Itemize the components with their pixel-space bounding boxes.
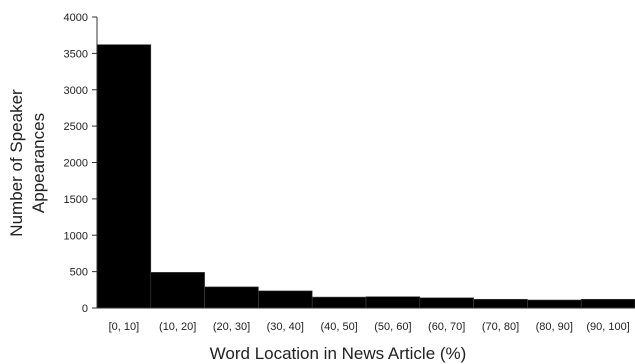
y-tick-label-5: 2500: [64, 121, 88, 133]
y-tick-label-6: 3000: [64, 85, 88, 97]
x-tick-label-8: (80, 90]: [536, 321, 573, 333]
y-tick-label-4: 2000: [64, 158, 88, 170]
y-tick-label-0: 0: [82, 303, 88, 315]
bar-4: [311, 296, 367, 309]
x-tick-label-2: (20, 30]: [213, 321, 250, 333]
y-tick-label-2: 1000: [64, 230, 88, 242]
bars: [96, 44, 635, 309]
x-tick-label-6: (60, 70]: [428, 321, 465, 333]
bar-9: [580, 298, 635, 309]
bar-3: [258, 290, 313, 309]
x-tick-label-3: (30, 40]: [267, 321, 304, 333]
y-tick-label-7: 3500: [64, 48, 88, 60]
bar-7: [473, 298, 528, 309]
y-tick-label-1: 500: [70, 267, 88, 279]
x-tick-label-7: (70, 80]: [482, 321, 519, 333]
x-tick-label-1: (10, 20]: [159, 321, 196, 333]
x-tick-label-5: (50, 60]: [374, 321, 411, 333]
y-axis-ticks: 0 500 1000 1500 2000 2500 3000 3500 4000: [64, 12, 97, 315]
bar-0: [96, 44, 152, 309]
y-axis-title-line-1: Number of Speaker: [7, 89, 26, 237]
x-axis-ticks: [0, 10] (10, 20] (20, 30] (30, 40] (40, 50] (…: [109, 321, 630, 333]
x-tick-label-4: (40, 50]: [320, 321, 357, 333]
bar-1: [150, 272, 205, 309]
x-axis-title: Word Location in News Article (%): [210, 344, 467, 363]
bar-2: [204, 286, 259, 309]
y-tick-label-8: 4000: [64, 12, 88, 24]
x-tick-label-0: [0, 10]: [109, 321, 140, 333]
y-tick-label-3: 1500: [64, 194, 88, 206]
bar-8: [527, 299, 582, 309]
bar-6: [419, 297, 474, 309]
y-axis-title-line-2: Appearances: [29, 113, 48, 213]
bar-5: [365, 296, 421, 309]
x-tick-label-9: (90, 100]: [586, 321, 629, 333]
